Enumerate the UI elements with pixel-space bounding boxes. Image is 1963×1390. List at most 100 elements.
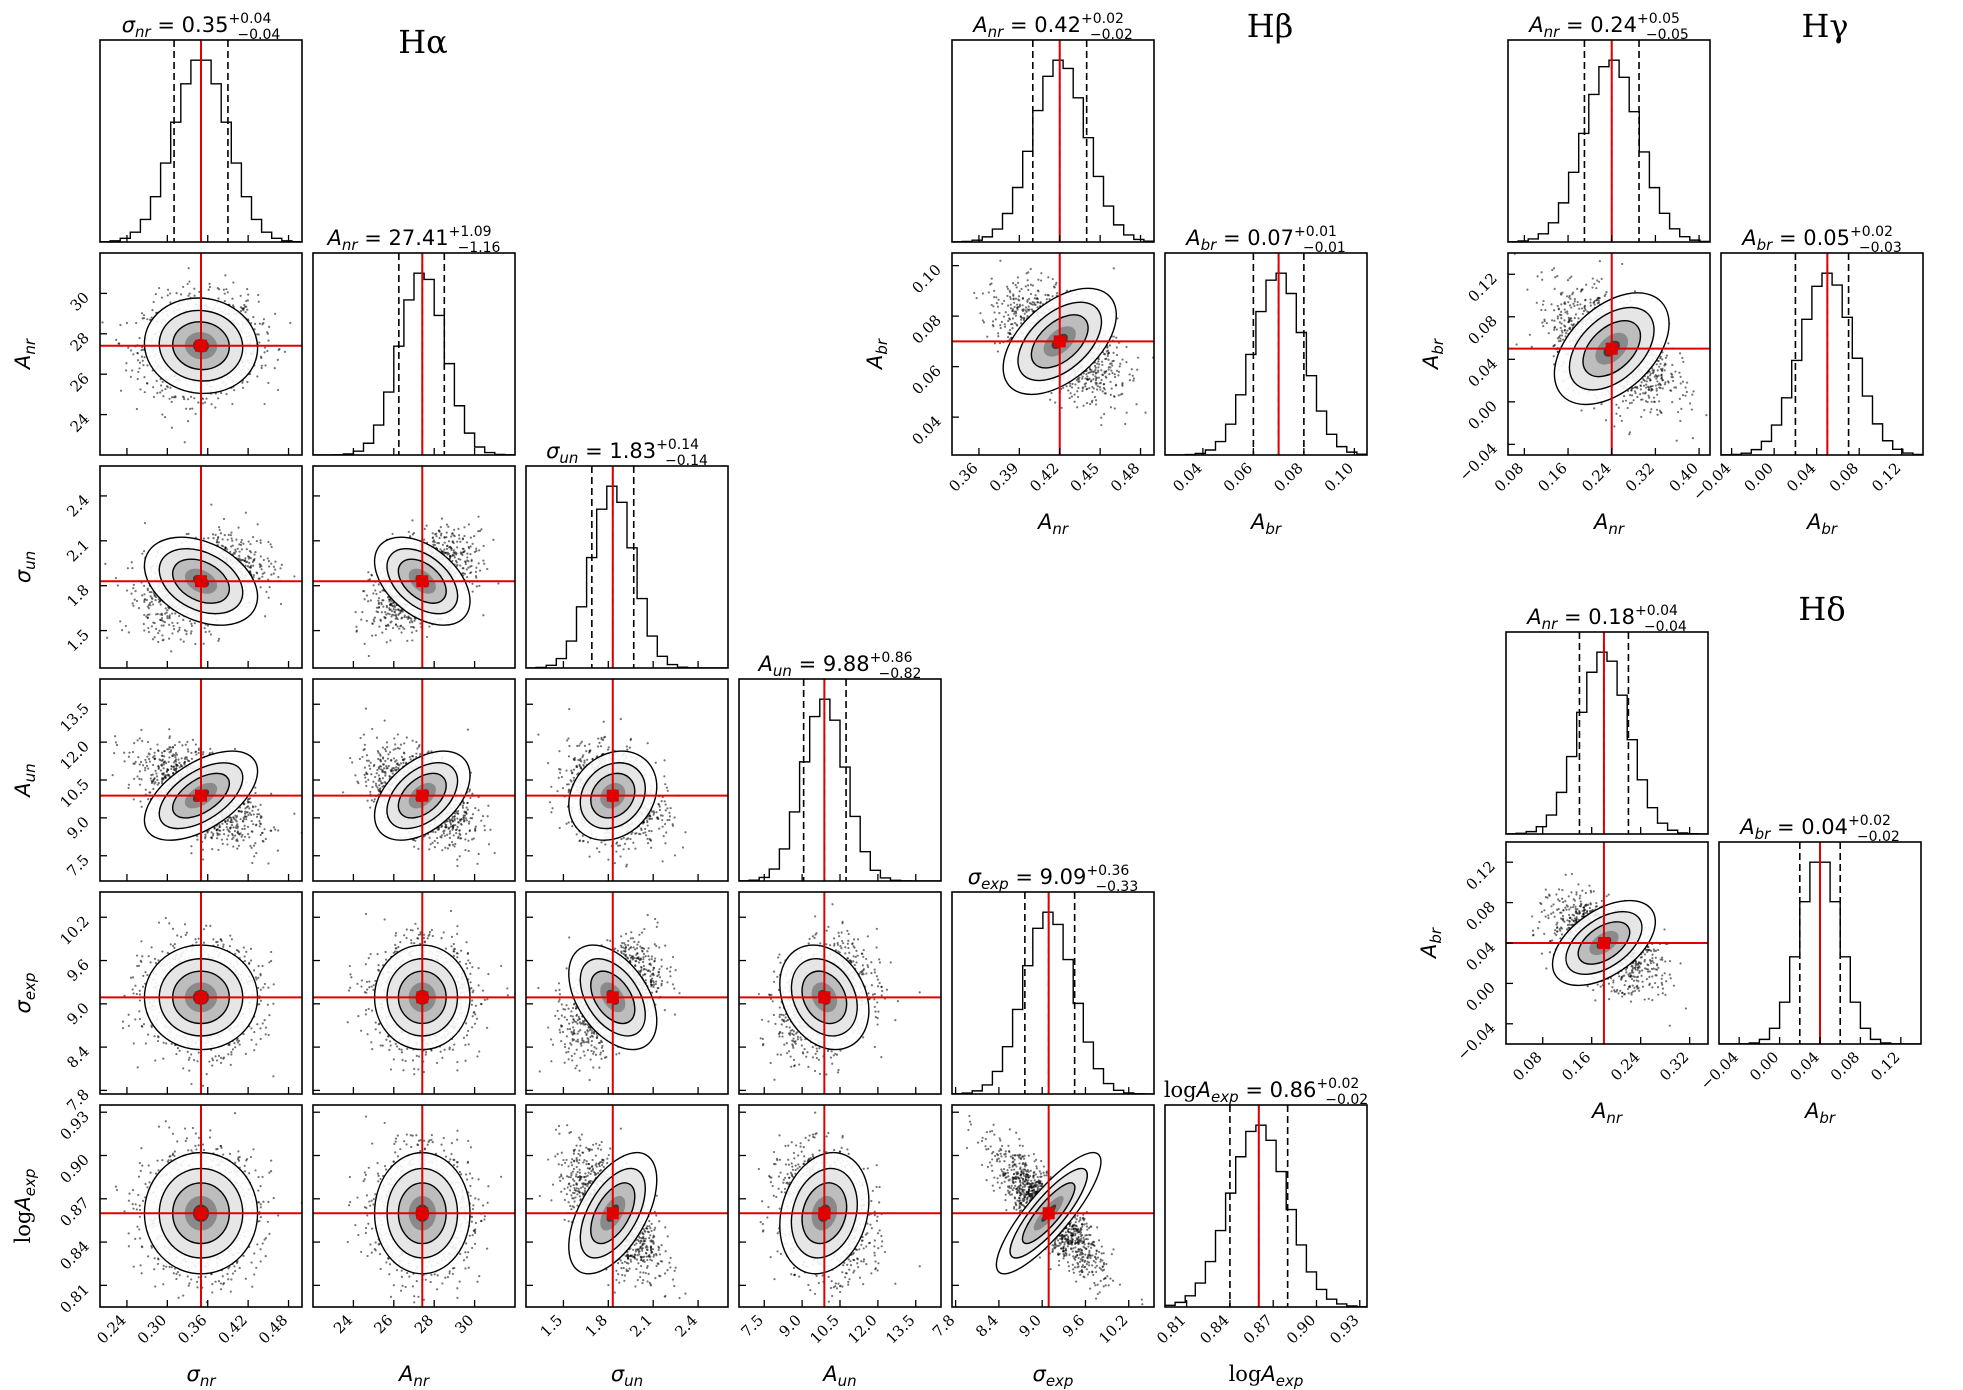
sample-point <box>425 524 428 527</box>
sample-point <box>147 757 151 761</box>
sample-point <box>190 751 193 755</box>
sample-point <box>243 824 246 827</box>
sample-point <box>222 288 225 291</box>
sample-point <box>220 544 223 547</box>
sample-point <box>392 614 395 617</box>
sample-point <box>463 534 466 538</box>
y-tick-label: 26 <box>67 369 93 395</box>
sample-point <box>243 559 246 562</box>
sample-point <box>469 545 472 548</box>
sample-point <box>161 389 164 392</box>
sample-point <box>251 806 255 809</box>
sample-point <box>431 536 434 540</box>
sample-point <box>243 835 246 838</box>
sample-point <box>377 606 381 609</box>
sample-point <box>245 548 248 551</box>
sample-point <box>174 756 177 759</box>
sample-point <box>210 503 213 506</box>
sample-point <box>377 601 381 604</box>
sample-point <box>266 557 269 560</box>
sample-point <box>106 636 109 639</box>
sample-point <box>474 574 478 578</box>
sample-point <box>255 815 259 818</box>
sample-point <box>497 582 500 585</box>
sample-point <box>463 572 466 575</box>
sample-point <box>246 832 250 836</box>
group-label-halpha: Hα <box>398 23 448 61</box>
sample-point <box>207 537 210 540</box>
sample-point <box>168 746 171 749</box>
sample-point <box>456 546 459 549</box>
sample-point <box>156 612 159 616</box>
sample-point <box>478 569 482 572</box>
panel-g0-r2-c2: σun = 1.83+0.14 −0.14 <box>525 437 729 669</box>
sample-point <box>243 812 247 815</box>
sample-point <box>462 550 465 554</box>
sample-point <box>445 547 449 550</box>
sample-point <box>462 547 465 550</box>
sample-point <box>267 540 270 544</box>
sample-point <box>140 349 143 352</box>
sample-point <box>267 381 270 385</box>
sample-point <box>257 333 260 336</box>
sample-point <box>229 533 232 537</box>
sample-point <box>372 618 375 621</box>
sample-point <box>467 545 470 549</box>
sample-point <box>385 641 388 644</box>
sample-point <box>201 397 205 400</box>
sample-point <box>397 608 400 611</box>
sample-point <box>477 562 480 565</box>
sample-point <box>438 536 441 540</box>
sample-point <box>171 621 174 624</box>
sample-point <box>165 611 168 614</box>
sample-point <box>245 299 248 303</box>
sample-point <box>423 527 426 531</box>
sample-point <box>174 751 178 755</box>
sample-point <box>447 546 451 549</box>
sample-point <box>231 837 234 841</box>
sample-point <box>185 633 188 636</box>
sample-point <box>201 753 205 756</box>
sample-point <box>244 511 247 514</box>
sample-point <box>247 557 251 560</box>
histogram-step <box>526 485 728 668</box>
sample-point <box>411 533 414 536</box>
sample-point <box>193 397 196 400</box>
sample-point <box>130 592 133 595</box>
sample-point <box>270 562 273 565</box>
group-label-hgamma: Hγ <box>1801 7 1848 45</box>
sample-point <box>217 639 220 642</box>
sample-point <box>279 602 283 606</box>
sample-point <box>431 532 434 535</box>
sample-point <box>355 625 358 628</box>
sample-point <box>168 615 171 619</box>
sample-point <box>114 741 117 744</box>
sample-point <box>239 543 243 546</box>
sample-point <box>138 737 141 740</box>
sample-point <box>222 517 226 521</box>
sample-point <box>428 625 431 628</box>
sample-point <box>224 274 227 277</box>
sample-point <box>478 549 481 552</box>
sample-point <box>248 561 251 565</box>
sample-point <box>183 629 187 632</box>
sample-point <box>208 282 211 286</box>
sample-point <box>161 634 164 637</box>
sample-point <box>433 541 436 544</box>
truth-marker <box>195 339 207 352</box>
sample-point <box>391 532 394 536</box>
sample-point <box>138 367 141 370</box>
sample-point <box>380 611 383 614</box>
panel-g0-r1-c1: Anr = 27.41+1.09 −1.16 <box>312 224 516 456</box>
sample-point <box>143 521 147 525</box>
sample-point <box>136 775 139 778</box>
sample-point <box>375 606 379 609</box>
sample-point <box>439 548 442 551</box>
sample-point <box>142 364 145 367</box>
sample-point <box>155 379 158 383</box>
sample-point <box>163 755 166 758</box>
sample-point <box>377 599 380 602</box>
sample-point <box>471 582 474 585</box>
sample-point <box>178 628 181 632</box>
sample-point <box>449 554 452 557</box>
